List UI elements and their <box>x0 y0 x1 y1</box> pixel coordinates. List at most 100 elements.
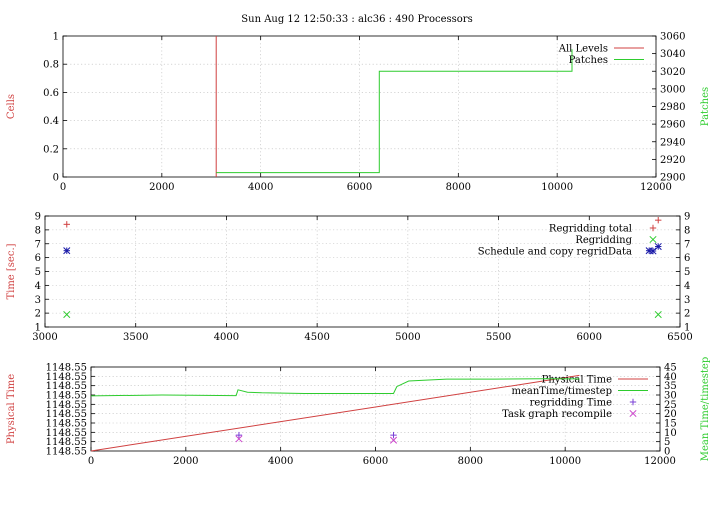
y-tick-label: 1148.55 <box>46 391 87 402</box>
legend-marker <box>629 409 637 418</box>
y-tick-label: 1 <box>53 32 59 43</box>
legend-marker <box>649 235 657 244</box>
y2-tick-label: 2980 <box>660 102 685 113</box>
y-tick-label: 3 <box>35 295 41 306</box>
legend-marker-stroke <box>649 235 657 244</box>
y2-tick-label: 35 <box>664 381 677 392</box>
legend-label: Regridding <box>575 235 632 246</box>
x-tick-label: 8000 <box>446 182 471 193</box>
y2-axis-label: Mean Time/timestep <box>700 357 711 461</box>
y-tick-label: 0.8 <box>43 60 59 71</box>
x-tick-label: 0 <box>88 456 94 467</box>
y2-tick-label: 5 <box>664 437 670 448</box>
y-axis-label: Time [sec.] <box>6 243 17 299</box>
y2-tick-label: 2900 <box>660 173 685 184</box>
y2-tick-label: 2960 <box>660 120 685 131</box>
x-tick-label: 3000 <box>32 332 57 343</box>
series-schedule-and-copy-regriddata-point-stroke <box>63 247 71 255</box>
legend-marker <box>629 398 637 406</box>
y2-tick-label: 4 <box>684 281 690 292</box>
y2-tick-label: 2920 <box>660 155 685 166</box>
y-tick-label: 1148.55 <box>46 400 87 411</box>
legend-label: meanTime/timestep <box>511 386 612 397</box>
legend-marker <box>649 247 657 255</box>
y-tick-label: 1148.55 <box>46 437 87 448</box>
x-tick-label: 12000 <box>644 456 676 467</box>
series-task-graph-recompile-point-stroke <box>235 435 243 443</box>
y2-tick-label: 3000 <box>660 84 685 95</box>
series-regridding-time-point <box>390 431 397 439</box>
y-tick-label: 1148.55 <box>46 428 87 439</box>
y-tick-label: 7 <box>35 239 41 250</box>
y2-tick-label: 2 <box>684 309 690 320</box>
x-tick-label: 5500 <box>486 332 511 343</box>
legend-label: Regridding total <box>549 224 632 235</box>
x-tick-label: 10000 <box>541 182 573 193</box>
series-patches-line <box>216 49 573 174</box>
series-regridding-point <box>654 310 662 319</box>
y2-tick-label: 3020 <box>660 67 685 78</box>
y-tick-label: 0.6 <box>43 88 59 99</box>
y-axis-label: Cells <box>6 94 17 119</box>
x-tick-label: 3500 <box>123 332 148 343</box>
y-tick-label: 1148.55 <box>46 381 87 392</box>
charts-layer: 0 2000 4000 6000 8000 10000 1200000.20.40.60.8… <box>6 32 711 468</box>
y-tick-label: 9 <box>35 212 41 223</box>
x-tick-label: 8000 <box>458 456 483 467</box>
series-regridding-point-stroke <box>63 310 71 319</box>
legend-label: Task graph recompile <box>502 409 612 420</box>
x-tick-label: 4000 <box>248 182 273 193</box>
x-tick-label: 2000 <box>149 182 174 193</box>
x-tick-label: 6000 <box>577 332 602 343</box>
series-meantime-timestep-line <box>90 378 580 397</box>
y-tick-label: 4 <box>35 281 41 292</box>
series-schedule-and-copy-regriddata-point-stroke <box>645 247 653 255</box>
x-tick-label: 12000 <box>640 182 672 193</box>
x-tick-label: 6500 <box>667 332 692 343</box>
y2-tick-label: 3060 <box>660 32 685 43</box>
y2-tick-label: 20 <box>664 409 677 420</box>
y2-tick-label: 0 <box>664 447 670 458</box>
y2-axis-label: Patches <box>700 87 711 126</box>
legend-marker-stroke <box>629 409 637 418</box>
chart-panel-3: 0 2000 4000 6000 8000 10000 120001148.551148.5… <box>6 357 711 467</box>
y-tick-label: 1148.55 <box>46 419 87 430</box>
series-regridding-point-stroke <box>654 310 662 319</box>
series-task-graph-recompile-point <box>389 436 398 444</box>
x-tick-label: 2000 <box>173 456 198 467</box>
series-task-graph-recompile-point <box>235 435 243 443</box>
y-tick-label: 6 <box>35 253 41 264</box>
legend-label: Physical Time <box>542 375 612 386</box>
legend-label: regridding Time <box>530 398 612 409</box>
series-regridding-total-point <box>63 221 70 228</box>
x-tick-label: 0 <box>60 182 66 193</box>
y2-tick-label: 25 <box>664 400 677 411</box>
y-tick-label: 1148.55 <box>46 372 87 383</box>
x-tick-label: 10000 <box>549 456 581 467</box>
series-schedule-and-copy-regriddata-point-stroke <box>654 242 662 251</box>
y2-tick-label: 30 <box>664 391 677 402</box>
series-physical-time-line <box>90 374 580 452</box>
legend-label: All Levels <box>558 44 608 55</box>
y2-tick-label: 15 <box>664 419 677 430</box>
y2-tick-label: 3040 <box>660 49 685 60</box>
y2-tick-label: 2940 <box>660 137 685 148</box>
y-tick-label: 1148.55 <box>46 409 87 420</box>
y2-tick-label: 1 <box>684 323 690 334</box>
series-regridding-point <box>63 310 71 319</box>
y-tick-label: 8 <box>35 225 41 236</box>
series-regridding-total-point <box>655 216 662 224</box>
y2-tick-label: 5 <box>684 267 690 278</box>
y-tick-label: 0.2 <box>43 144 59 155</box>
chart-panel-2: 3000 3500 4000 4500 5000 5500 6000 650012345678… <box>6 212 693 344</box>
x-tick-label: 4000 <box>214 332 239 343</box>
y2-tick-label: 3 <box>684 295 690 306</box>
y-tick-label: 0.4 <box>43 116 59 127</box>
legend-marker <box>649 224 657 232</box>
x-tick-label: 6000 <box>347 182 372 193</box>
y2-tick-label: 7 <box>684 239 690 250</box>
y2-tick-label: 9 <box>684 212 690 223</box>
legend-label: Schedule and copy regridData <box>478 247 632 258</box>
x-tick-label: 4500 <box>304 332 329 343</box>
